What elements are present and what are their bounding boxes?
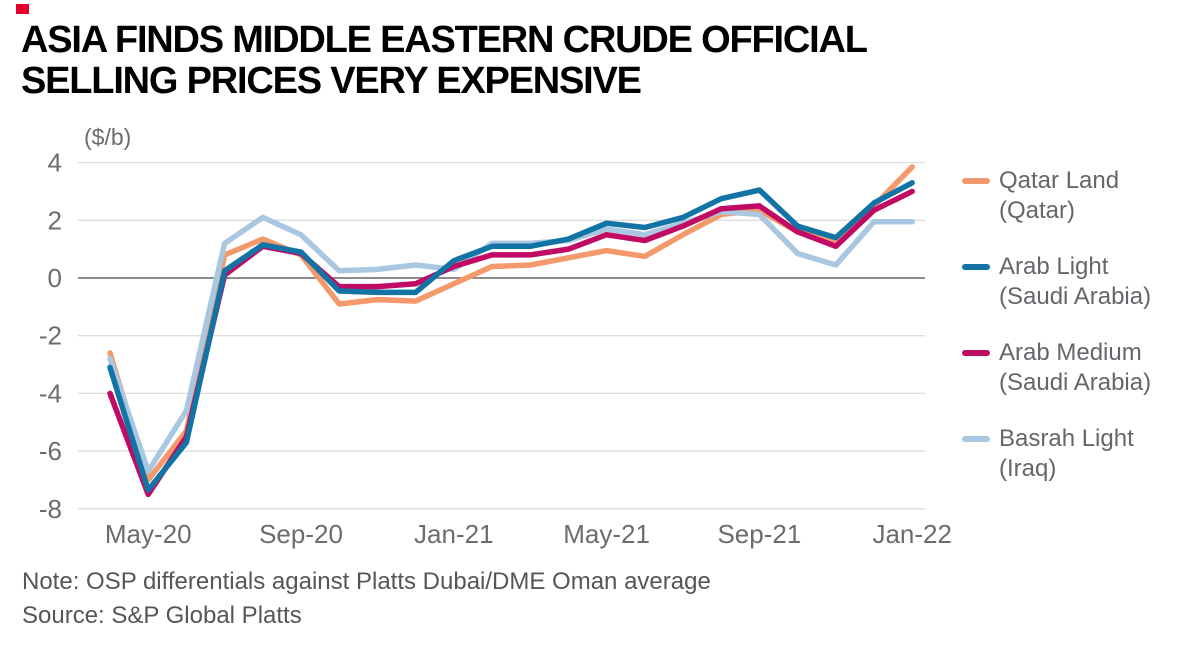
legend-swatch-basrah-light <box>962 436 990 442</box>
legend-item-qatar-land: Qatar Land (Qatar) <box>962 166 1197 226</box>
chart-footer: Note: OSP differentials against Platts D… <box>22 565 1122 633</box>
y-tick-label: 4 <box>48 148 62 178</box>
legend-text: (Saudi Arabia) <box>999 283 1152 310</box>
y-tick-label: -4 <box>39 378 62 408</box>
y-tick-label: 0 <box>48 263 62 293</box>
legend-label-arab-light: Arab Light (Saudi Arabia) <box>999 252 1151 312</box>
legend-text: Qatar Land <box>999 167 1120 194</box>
page-title: ASIA FINDS MIDDLE EASTERN CRUDE OFFICIAL… <box>21 20 921 102</box>
title-line-1: ASIA FINDS MIDDLE EASTERN CRUDE OFFICIAL <box>21 19 868 61</box>
note-text: Note: OSP differentials against Platts D… <box>22 568 711 595</box>
legend-label-qatar-land: Qatar Land (Qatar) <box>999 166 1119 226</box>
legend-label-arab-medium: Arab Medium (Saudi Arabia) <box>999 338 1151 398</box>
y-tick-label: -6 <box>39 436 62 466</box>
y-axis-unit-label: ($/b) <box>84 124 132 150</box>
series-line-qatar-land <box>107 164 915 483</box>
legend-text: (Qatar) <box>999 197 1076 224</box>
legend-item-arab-light: Arab Light (Saudi Arabia) <box>962 252 1197 312</box>
legend-swatch-qatar-land <box>962 178 990 184</box>
y-tick-label: -8 <box>39 494 62 524</box>
series-line-basrah-light <box>107 208 915 475</box>
title-line-2: SELLING PRICES VERY EXPENSIVE <box>21 60 642 102</box>
platts-red-square-logo <box>16 4 29 14</box>
legend-label-basrah-light: Basrah Light (Iraq) <box>999 424 1134 484</box>
legend-text: (Saudi Arabia) <box>999 369 1152 396</box>
legend-text: (Iraq) <box>999 455 1057 482</box>
chart-canvas: 4 2 0 -2 -4 -6 -8 May-20 Sep-20 Jan-21 May-21 Sep-2… <box>39 148 952 549</box>
x-tick-label: Sep-20 <box>259 519 343 549</box>
x-tick-label: Jan-22 <box>872 519 952 549</box>
legend-swatch-arab-light <box>962 264 990 270</box>
y-tick-label: 2 <box>48 205 62 235</box>
legend-text: Arab Light <box>999 253 1109 280</box>
line-chart: 4 2 0 -2 -4 -6 -8 May-20 Sep-20 Jan-21 May-21 Sep-2… <box>0 120 960 565</box>
legend-text: Basrah Light <box>999 425 1134 452</box>
x-tick-label: Jan-21 <box>414 519 494 549</box>
source-text: Source: S&P Global Platts <box>22 602 302 629</box>
legend-text: Arab Medium <box>999 339 1142 366</box>
y-tick-label: -2 <box>39 321 62 351</box>
legend-item-arab-medium: Arab Medium (Saudi Arabia) <box>962 338 1197 398</box>
chart-legend: Qatar Land (Qatar) Arab Light (Saudi Ara… <box>962 166 1197 510</box>
legend-swatch-arab-medium <box>962 350 990 356</box>
x-tick-label: Sep-21 <box>717 519 801 549</box>
series-line-arab-light <box>107 180 915 493</box>
legend-item-basrah-light: Basrah Light (Iraq) <box>962 424 1197 484</box>
x-tick-label: May-20 <box>105 519 192 549</box>
x-tick-label: May-21 <box>563 519 650 549</box>
